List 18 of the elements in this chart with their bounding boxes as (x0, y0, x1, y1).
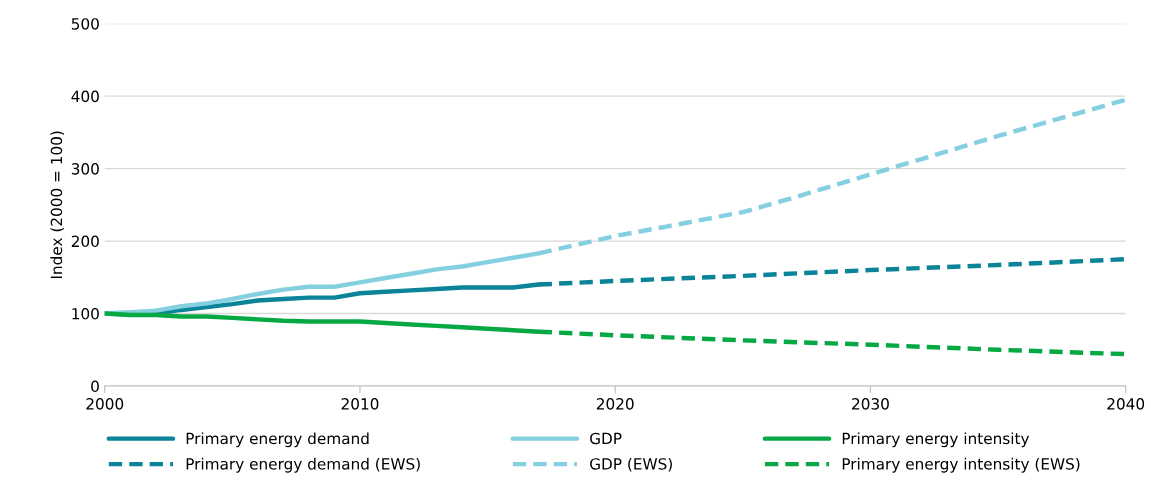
legend-label: Primary energy intensity (EWS) (842, 457, 1080, 473)
x-tick-label: 2040 (1107, 398, 1145, 410)
y-tick-label: 100 (72, 308, 99, 320)
y-tick-label: 500 (71, 18, 99, 30)
y-tick-label: 0 (91, 380, 99, 393)
x-tick-label: 2020 (596, 398, 634, 410)
x-tick-label: 2010 (341, 398, 379, 410)
legend-label: GDP (EWS) (590, 457, 672, 472)
legend-label: Primary energy demand (EWS) (186, 457, 420, 473)
legend-label: Primary energy intensity (842, 432, 1030, 448)
legend-label: Primary energy demand (186, 432, 369, 448)
y-tick-label: 400 (71, 90, 99, 103)
legend-label: GDP (590, 432, 622, 445)
x-tick-label: 2000 (86, 398, 124, 410)
x-tick-label: 2030 (852, 398, 889, 410)
y-axis-title: Index (2000 = 100) (50, 131, 64, 279)
y-tick-label: 300 (71, 163, 99, 175)
y-tick-label: 200 (71, 235, 99, 248)
